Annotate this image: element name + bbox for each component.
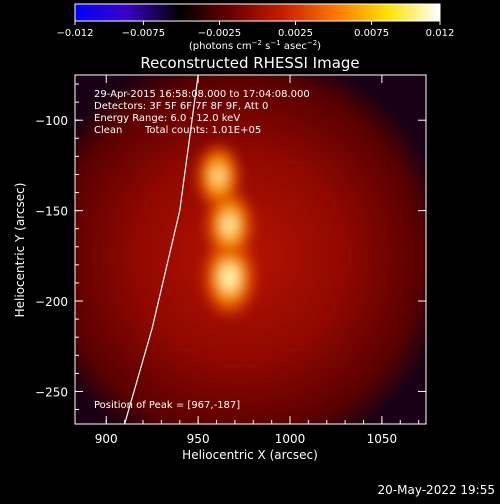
y-tick-label: −150 [35, 205, 68, 219]
chart-title: Reconstructed RHESSI Image [140, 54, 359, 72]
y-axis-label: Heliocentric Y (arcsec) [13, 183, 27, 318]
footer-date: 20-May-2022 19:55 [378, 483, 495, 497]
y-tick-label: −100 [35, 114, 68, 128]
source-core [223, 216, 236, 235]
colorbar-tick-label: −0.0025 [198, 28, 241, 39]
peak-position-text: Position of Peak = [967,-187] [94, 400, 240, 411]
method-text: Clean [94, 125, 122, 136]
colorbar-tick-label: 0.0075 [354, 28, 389, 39]
colorbar-tick-label: −0.012 [56, 28, 93, 39]
x-axis-label: Heliocentric X (arcsec) [182, 448, 318, 462]
colorbar [74, 3, 441, 22]
x-tick-label: 900 [95, 432, 118, 446]
time-range-text: 29-Apr-2015 16:58:08.000 to 17:04:08.000 [94, 89, 310, 100]
colorbar-unit-label: (photons cm−2 s−1 asec−2) [189, 39, 321, 52]
plot-frame [74, 74, 427, 425]
x-tick-label: 950 [187, 432, 210, 446]
y-tick-label: −250 [35, 385, 68, 399]
plot-area [75, 75, 426, 424]
solar-limb [124, 75, 199, 424]
x-tick-label: 1050 [367, 432, 398, 446]
total-counts-text: Total counts: 1.01E+05 [144, 125, 261, 136]
x-tick-label: 1000 [275, 432, 306, 446]
colorbar-tick-label: 0.012 [426, 28, 455, 39]
colorbar-tick-label: −0.0075 [122, 28, 165, 39]
axes: 900 950 1000 1050 −100 −150 −200 −250 [35, 75, 426, 446]
colorbar-tick-label: 0.0025 [278, 28, 313, 39]
y-tick-label: −200 [35, 295, 68, 309]
source-core [213, 169, 223, 184]
detectors-text: Detectors: 3F 5F 6F 7F 8F 9F, Att 0 [94, 101, 268, 112]
energy-range-text: Energy Range: 6.0 - 12.0 keV [94, 113, 240, 124]
source-core [220, 264, 238, 291]
colorbar-ticks: −0.012 −0.0075 −0.0025 0.0025 0.0075 0.012 [56, 21, 454, 39]
